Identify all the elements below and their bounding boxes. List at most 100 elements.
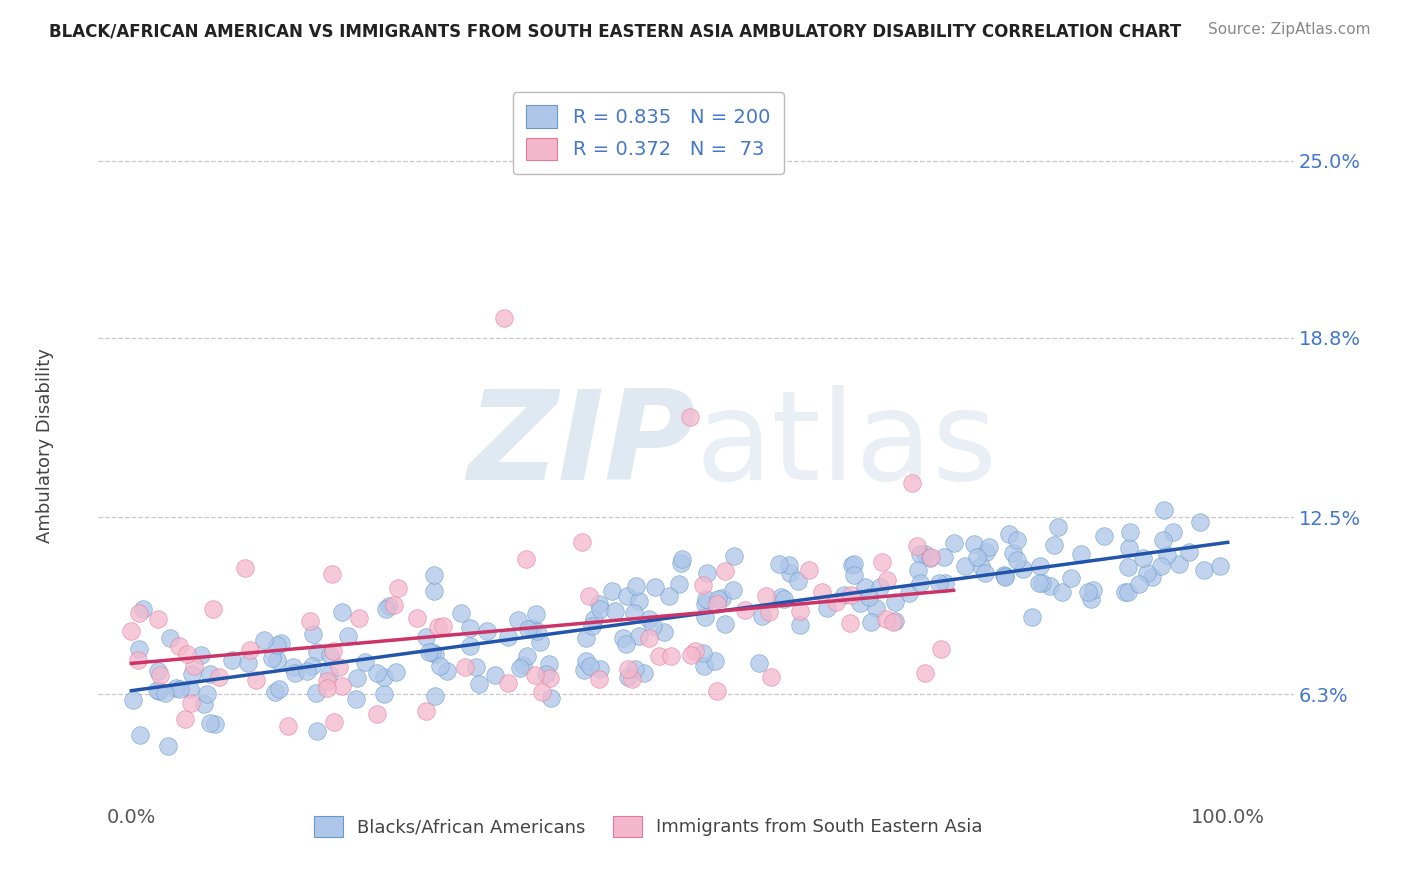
Point bbox=[977, 541, 1000, 555]
Point bbox=[876, 573, 898, 587]
Point bbox=[825, 595, 848, 609]
Point bbox=[319, 648, 342, 662]
Point bbox=[994, 570, 1017, 584]
Point bbox=[770, 590, 793, 604]
Point bbox=[128, 641, 150, 656]
Point bbox=[1152, 533, 1174, 548]
Point bbox=[515, 551, 537, 566]
Point bbox=[1156, 548, 1178, 562]
Point bbox=[509, 661, 531, 675]
Point bbox=[530, 684, 553, 698]
Point bbox=[1081, 582, 1104, 597]
Point bbox=[1150, 558, 1173, 573]
Point bbox=[710, 591, 733, 606]
Point bbox=[153, 686, 176, 700]
Point bbox=[1001, 546, 1024, 560]
Point bbox=[132, 601, 155, 615]
Point bbox=[920, 549, 942, 564]
Point bbox=[145, 682, 167, 697]
Point bbox=[858, 590, 880, 604]
Point bbox=[571, 535, 593, 549]
Point bbox=[578, 590, 600, 604]
Point bbox=[914, 665, 936, 680]
Point bbox=[907, 564, 929, 578]
Point bbox=[929, 642, 952, 657]
Text: Source: ZipAtlas.com: Source: ZipAtlas.com bbox=[1208, 22, 1371, 37]
Point bbox=[305, 686, 328, 700]
Point bbox=[516, 649, 538, 664]
Point bbox=[755, 590, 778, 604]
Point bbox=[1021, 610, 1043, 624]
Point bbox=[588, 662, 610, 676]
Point bbox=[354, 655, 377, 669]
Point bbox=[149, 667, 172, 681]
Point bbox=[1114, 585, 1136, 599]
Point bbox=[330, 679, 353, 693]
Point bbox=[387, 581, 409, 595]
Point bbox=[538, 671, 561, 685]
Point bbox=[201, 602, 224, 616]
Point bbox=[695, 597, 717, 611]
Point bbox=[759, 670, 782, 684]
Point bbox=[378, 599, 401, 614]
Point bbox=[270, 636, 292, 650]
Point bbox=[169, 639, 191, 653]
Point bbox=[264, 685, 287, 699]
Point bbox=[328, 660, 350, 674]
Point bbox=[157, 739, 180, 753]
Point bbox=[1028, 559, 1050, 574]
Point bbox=[617, 670, 640, 684]
Point bbox=[266, 653, 288, 667]
Point bbox=[233, 561, 256, 575]
Point bbox=[704, 654, 727, 668]
Point bbox=[198, 666, 221, 681]
Point bbox=[315, 674, 337, 689]
Point bbox=[669, 556, 692, 570]
Point bbox=[299, 614, 322, 628]
Point bbox=[1050, 585, 1073, 599]
Point bbox=[347, 610, 370, 624]
Point bbox=[658, 590, 681, 604]
Point bbox=[905, 539, 928, 553]
Point bbox=[1047, 520, 1070, 534]
Point bbox=[875, 612, 897, 626]
Point bbox=[1118, 541, 1140, 556]
Point bbox=[373, 670, 395, 684]
Point bbox=[423, 647, 446, 661]
Point bbox=[659, 648, 682, 663]
Point bbox=[918, 551, 941, 566]
Point bbox=[375, 602, 398, 616]
Point bbox=[128, 606, 150, 620]
Point bbox=[578, 659, 600, 673]
Point bbox=[1011, 562, 1033, 576]
Point bbox=[508, 613, 530, 627]
Point bbox=[884, 615, 907, 629]
Point bbox=[734, 603, 756, 617]
Point bbox=[641, 619, 664, 633]
Point bbox=[758, 605, 780, 619]
Point bbox=[200, 715, 222, 730]
Point bbox=[420, 645, 443, 659]
Point bbox=[679, 648, 702, 663]
Point bbox=[169, 682, 191, 697]
Point bbox=[789, 604, 811, 618]
Point bbox=[865, 601, 887, 615]
Point bbox=[621, 672, 644, 686]
Point bbox=[860, 615, 883, 630]
Point bbox=[652, 625, 675, 640]
Point bbox=[516, 622, 538, 636]
Point bbox=[221, 653, 243, 667]
Point bbox=[1161, 524, 1184, 539]
Point bbox=[832, 588, 855, 602]
Point bbox=[295, 664, 318, 678]
Point bbox=[332, 605, 354, 619]
Point bbox=[973, 566, 995, 580]
Point bbox=[976, 545, 998, 559]
Point bbox=[260, 650, 283, 665]
Point bbox=[815, 601, 838, 615]
Legend: Blacks/African Americans, Immigrants from South Eastern Asia: Blacks/African Americans, Immigrants fro… bbox=[307, 808, 990, 844]
Point bbox=[1153, 502, 1175, 516]
Point bbox=[458, 621, 481, 635]
Point bbox=[239, 643, 262, 657]
Point bbox=[366, 706, 388, 721]
